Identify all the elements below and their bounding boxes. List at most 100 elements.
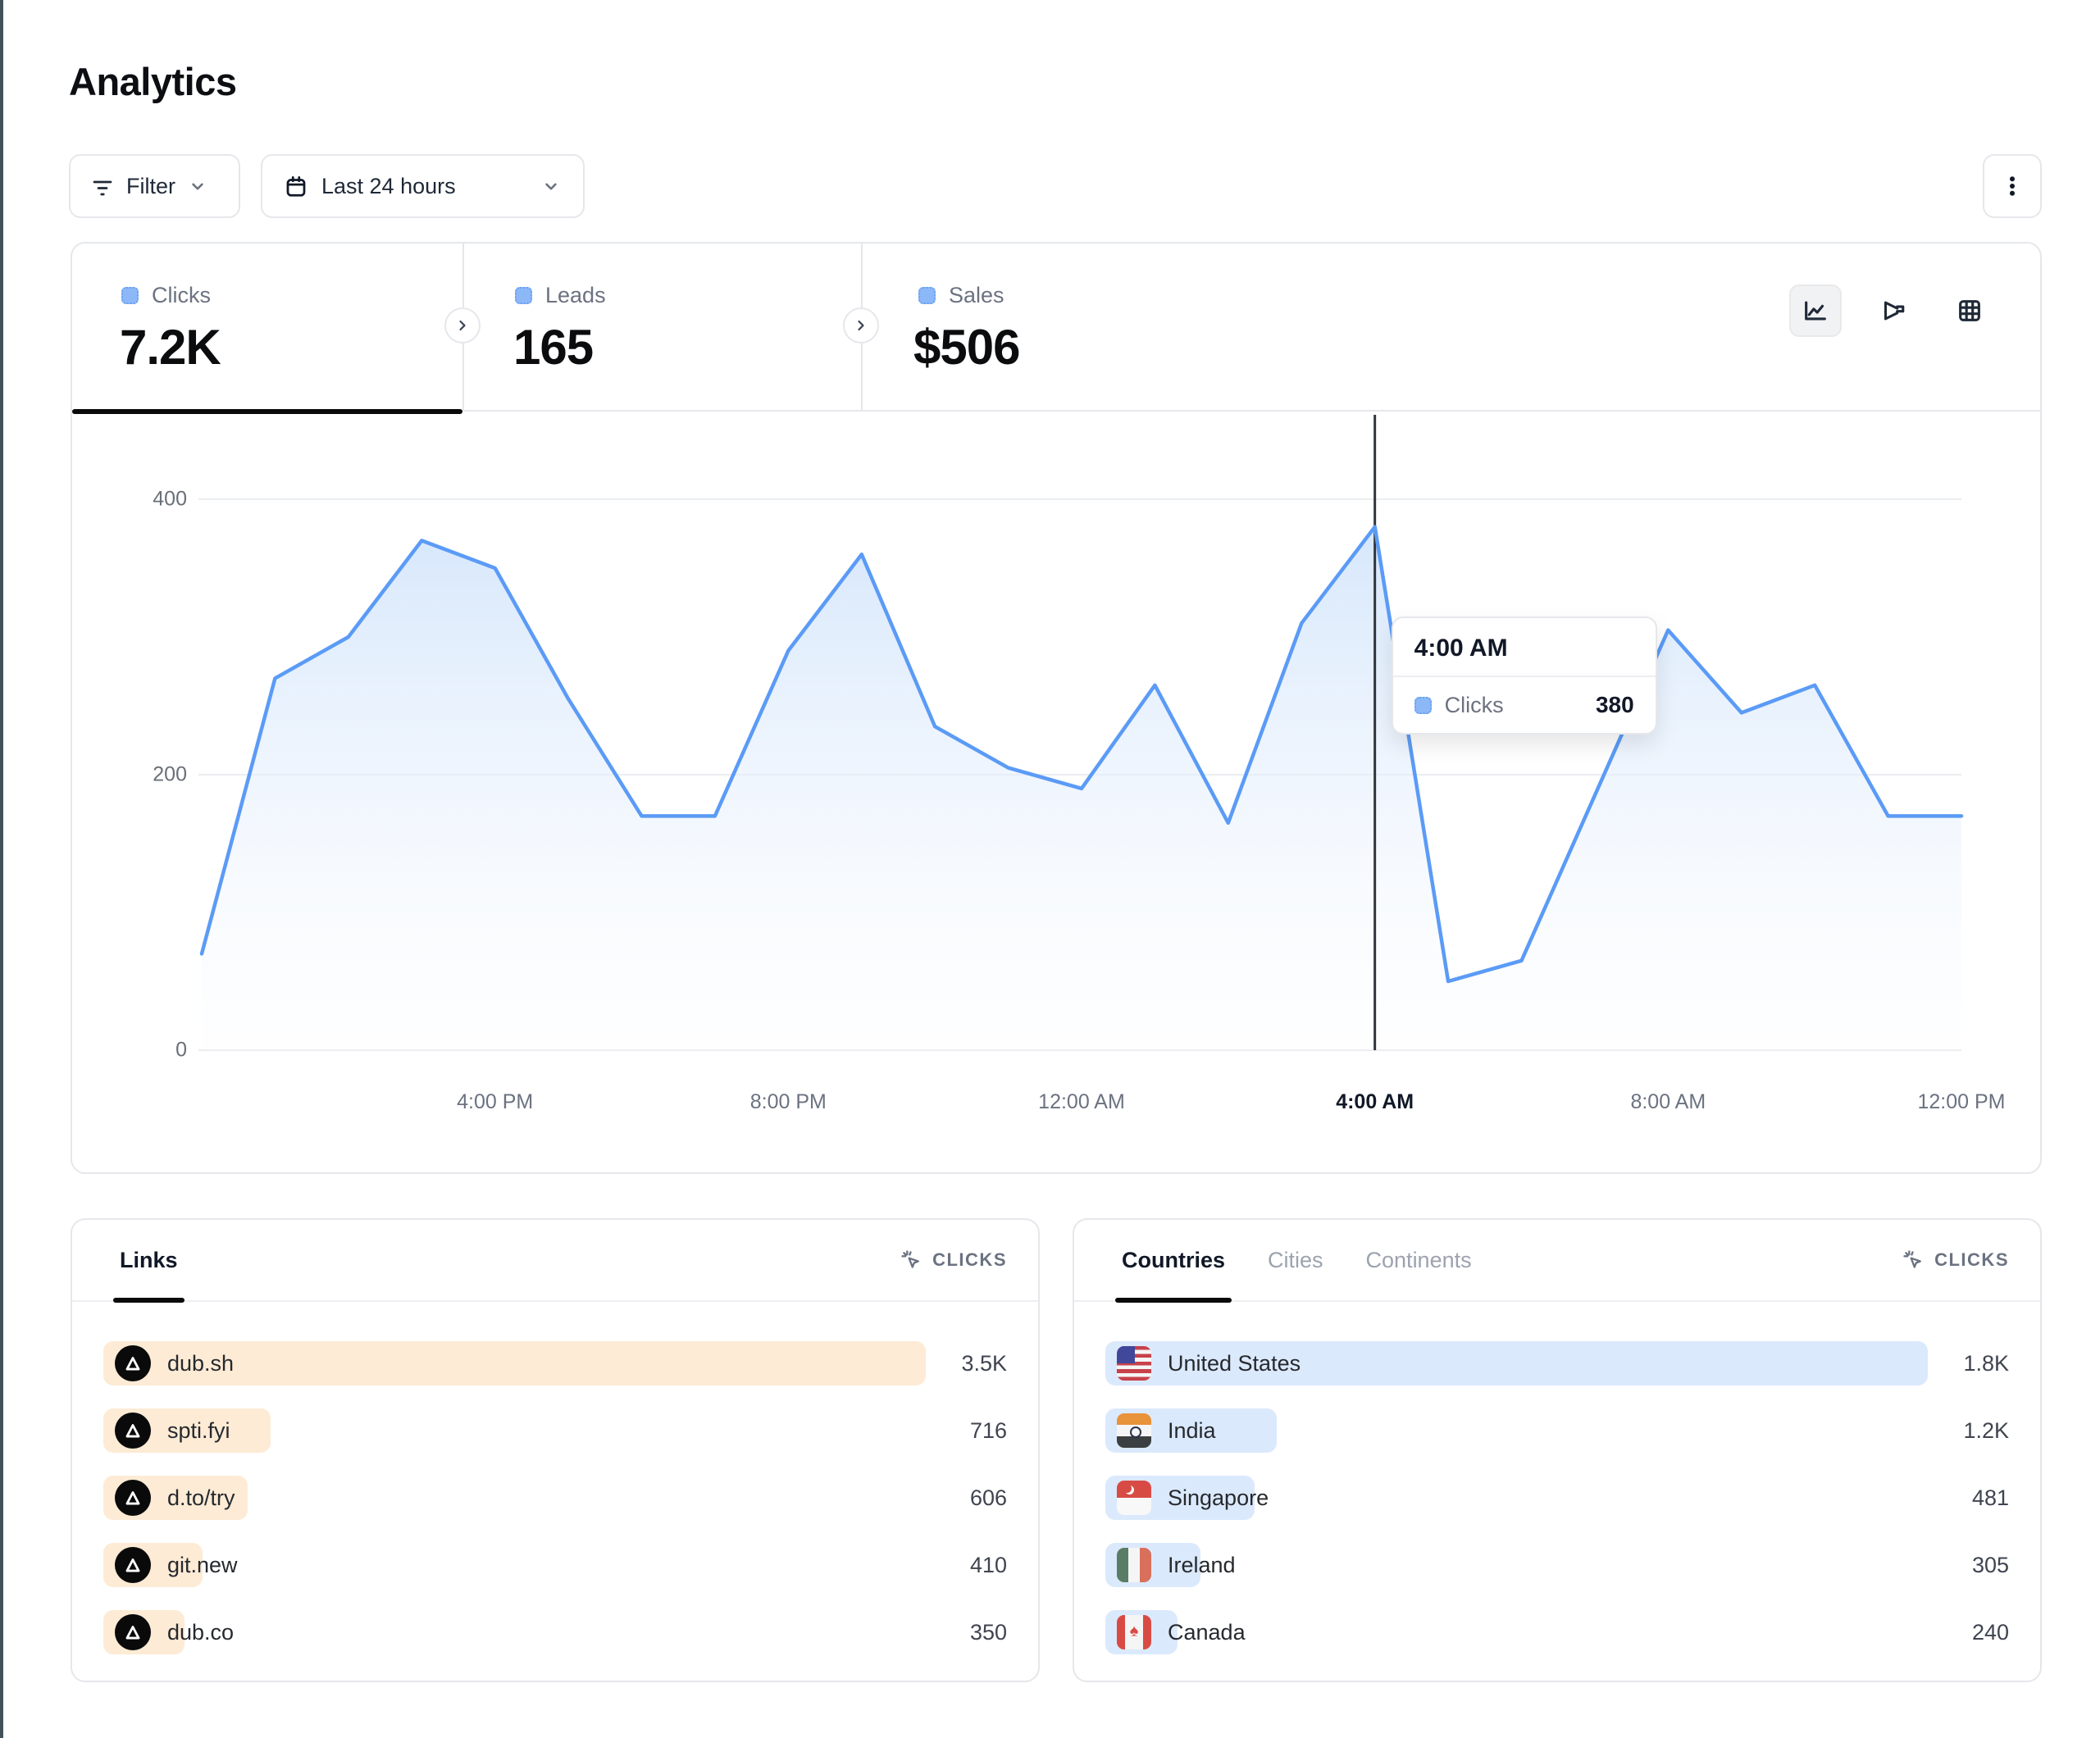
clicks-value: 7.2K <box>120 320 221 375</box>
x-axis-tick: 12:00 PM <box>1917 1090 2006 1113</box>
analytics-card: Clicks 7.2K Leads 165 Sales $506 <box>71 242 2042 1174</box>
link-row[interactable]: dub.sh 3.5K <box>103 1341 1007 1385</box>
expand-sales-button[interactable] <box>843 307 879 344</box>
kebab-icon <box>2010 176 2015 196</box>
ie-flag-icon <box>1117 1548 1151 1582</box>
dub-logo-icon <box>115 1480 151 1516</box>
country-row[interactable]: United States 1.8K <box>1105 1341 2009 1385</box>
filter-button[interactable]: Filter <box>69 154 240 218</box>
in-flag-icon <box>1117 1413 1151 1448</box>
links-panel: Links CLICKS dub.sh 3.5K spti.fyi 716 d.to/t… <box>71 1218 1040 1682</box>
funnel-view-button[interactable] <box>1866 284 1919 337</box>
row-value: 606 <box>969 1485 1007 1510</box>
links-metric-selector[interactable]: CLICKS <box>900 1249 1007 1272</box>
stats-row: Clicks 7.2K Leads 165 Sales $506 <box>72 243 2040 414</box>
row-value: 410 <box>969 1552 1007 1577</box>
link-row[interactable]: dub.co 350 <box>103 1610 1007 1654</box>
row-value: 305 <box>1971 1552 2009 1577</box>
grid-table-icon <box>1959 300 1980 321</box>
row-value: 350 <box>969 1619 1007 1645</box>
x-axis-tick: 8:00 PM <box>749 1090 827 1113</box>
clicks-legend-swatch <box>121 287 139 304</box>
row-label: dub.co <box>167 1619 235 1645</box>
y-axis-tick: 200 <box>153 762 187 786</box>
value-bar <box>103 1341 926 1385</box>
table-view-button[interactable] <box>1943 284 1996 337</box>
tab-cities[interactable]: Cities <box>1268 1247 1323 1272</box>
x-axis-tick: 8:00 AM <box>1630 1090 1706 1113</box>
dub-logo-icon <box>115 1413 151 1449</box>
line-chart-view-button[interactable] <box>1789 284 1842 337</box>
row-value: 3.5K <box>961 1350 1007 1376</box>
clicks-chart[interactable]: 400 200 0 4:00 PM 8:00 PM 12:00 AM 4:00 … <box>72 412 2043 1176</box>
x-axis-tick: 4:00 PM <box>457 1090 534 1113</box>
leads-tab-label: Leads <box>545 283 606 307</box>
cursor-click-icon <box>1903 1250 1922 1268</box>
chart-tooltip: 4:00 AM Clicks 380 <box>1391 616 1657 735</box>
more-menu-button[interactable] <box>1983 154 2042 218</box>
countries-metric-selector[interactable]: CLICKS <box>1902 1249 2009 1272</box>
dub-logo-icon <box>115 1614 151 1650</box>
funnel-chart-icon <box>1884 301 1905 321</box>
cursor-click-icon <box>901 1250 920 1268</box>
tooltip-time: 4:00 AM <box>1392 618 1656 677</box>
row-label: Canada <box>1168 1619 1246 1645</box>
sales-legend-swatch <box>918 287 936 304</box>
date-range-label: Last 24 hours <box>321 173 456 198</box>
countries-metric-label: CLICKS <box>1934 1249 2009 1270</box>
us-flag-icon <box>1117 1346 1151 1381</box>
x-axis-tick: 12:00 AM <box>1038 1090 1125 1113</box>
chevron-down-icon <box>192 183 203 190</box>
dub-logo-icon <box>115 1547 151 1583</box>
row-label: United States <box>1168 1350 1301 1376</box>
clicks-series-line <box>199 525 1964 984</box>
calendar-icon <box>286 176 306 197</box>
row-value: 1.8K <box>1963 1350 2009 1376</box>
row-value: 1.2K <box>1963 1417 2009 1443</box>
row-label: Singapore <box>1168 1485 1269 1510</box>
country-row[interactable]: Ireland 305 <box>1105 1543 2009 1587</box>
tooltip-series-label: Clicks <box>1444 692 1504 717</box>
country-row[interactable]: Canada 240 <box>1105 1610 2009 1654</box>
page-title: Analytics <box>69 60 237 103</box>
countries-panel: Countries Cities Continents CLICKS Unite… <box>1073 1218 2042 1682</box>
x-axis-tick-hovered: 4:00 AM <box>1336 1090 1414 1113</box>
tab-links[interactable]: Links <box>113 1220 184 1303</box>
tab-leads[interactable]: Leads 165 <box>462 243 861 412</box>
dub-logo-icon <box>115 1345 151 1381</box>
filter-label: Filter <box>126 173 175 198</box>
sales-value: $506 <box>913 320 1020 375</box>
chevron-right-icon <box>459 320 466 331</box>
tab-sales[interactable]: Sales $506 <box>861 243 1271 412</box>
row-label: d.to/try <box>167 1485 235 1510</box>
row-label: India <box>1168 1417 1216 1443</box>
link-row[interactable]: d.to/try 606 <box>103 1476 1007 1520</box>
leads-value: 165 <box>513 320 594 375</box>
link-row[interactable]: spti.fyi 716 <box>103 1408 1007 1453</box>
row-label: spti.fyi <box>167 1417 230 1443</box>
sg-flag-icon <box>1117 1481 1151 1515</box>
y-axis-tick: 0 <box>175 1038 187 1062</box>
tab-clicks[interactable]: Clicks 7.2K <box>72 243 462 414</box>
row-label: Ireland <box>1168 1552 1236 1577</box>
country-row[interactable]: Singapore 481 <box>1105 1476 2009 1520</box>
country-row[interactable]: India 1.2K <box>1105 1408 2009 1453</box>
links-metric-label: CLICKS <box>932 1249 1007 1270</box>
date-range-button[interactable]: Last 24 hours <box>261 154 585 218</box>
link-row[interactable]: git.new 410 <box>103 1543 1007 1587</box>
clicks-area-chart[interactable] <box>72 412 2043 1176</box>
filter-icon <box>93 180 112 196</box>
tab-countries[interactable]: Countries <box>1114 1220 1232 1303</box>
chart-view-switcher <box>1789 284 1996 337</box>
tooltip-legend-swatch <box>1414 696 1432 714</box>
value-bar <box>1105 1341 1928 1385</box>
window-edge <box>0 0 3 1738</box>
tab-continents[interactable]: Continents <box>1365 1247 1472 1272</box>
row-label: git.new <box>167 1552 238 1577</box>
y-axis-tick: 400 <box>153 487 187 511</box>
active-tab-underline <box>72 409 462 414</box>
tooltip-value: 380 <box>1595 692 1634 717</box>
chevron-down-icon <box>545 183 557 190</box>
row-value: 481 <box>1971 1485 2009 1510</box>
expand-leads-button[interactable] <box>444 307 481 344</box>
